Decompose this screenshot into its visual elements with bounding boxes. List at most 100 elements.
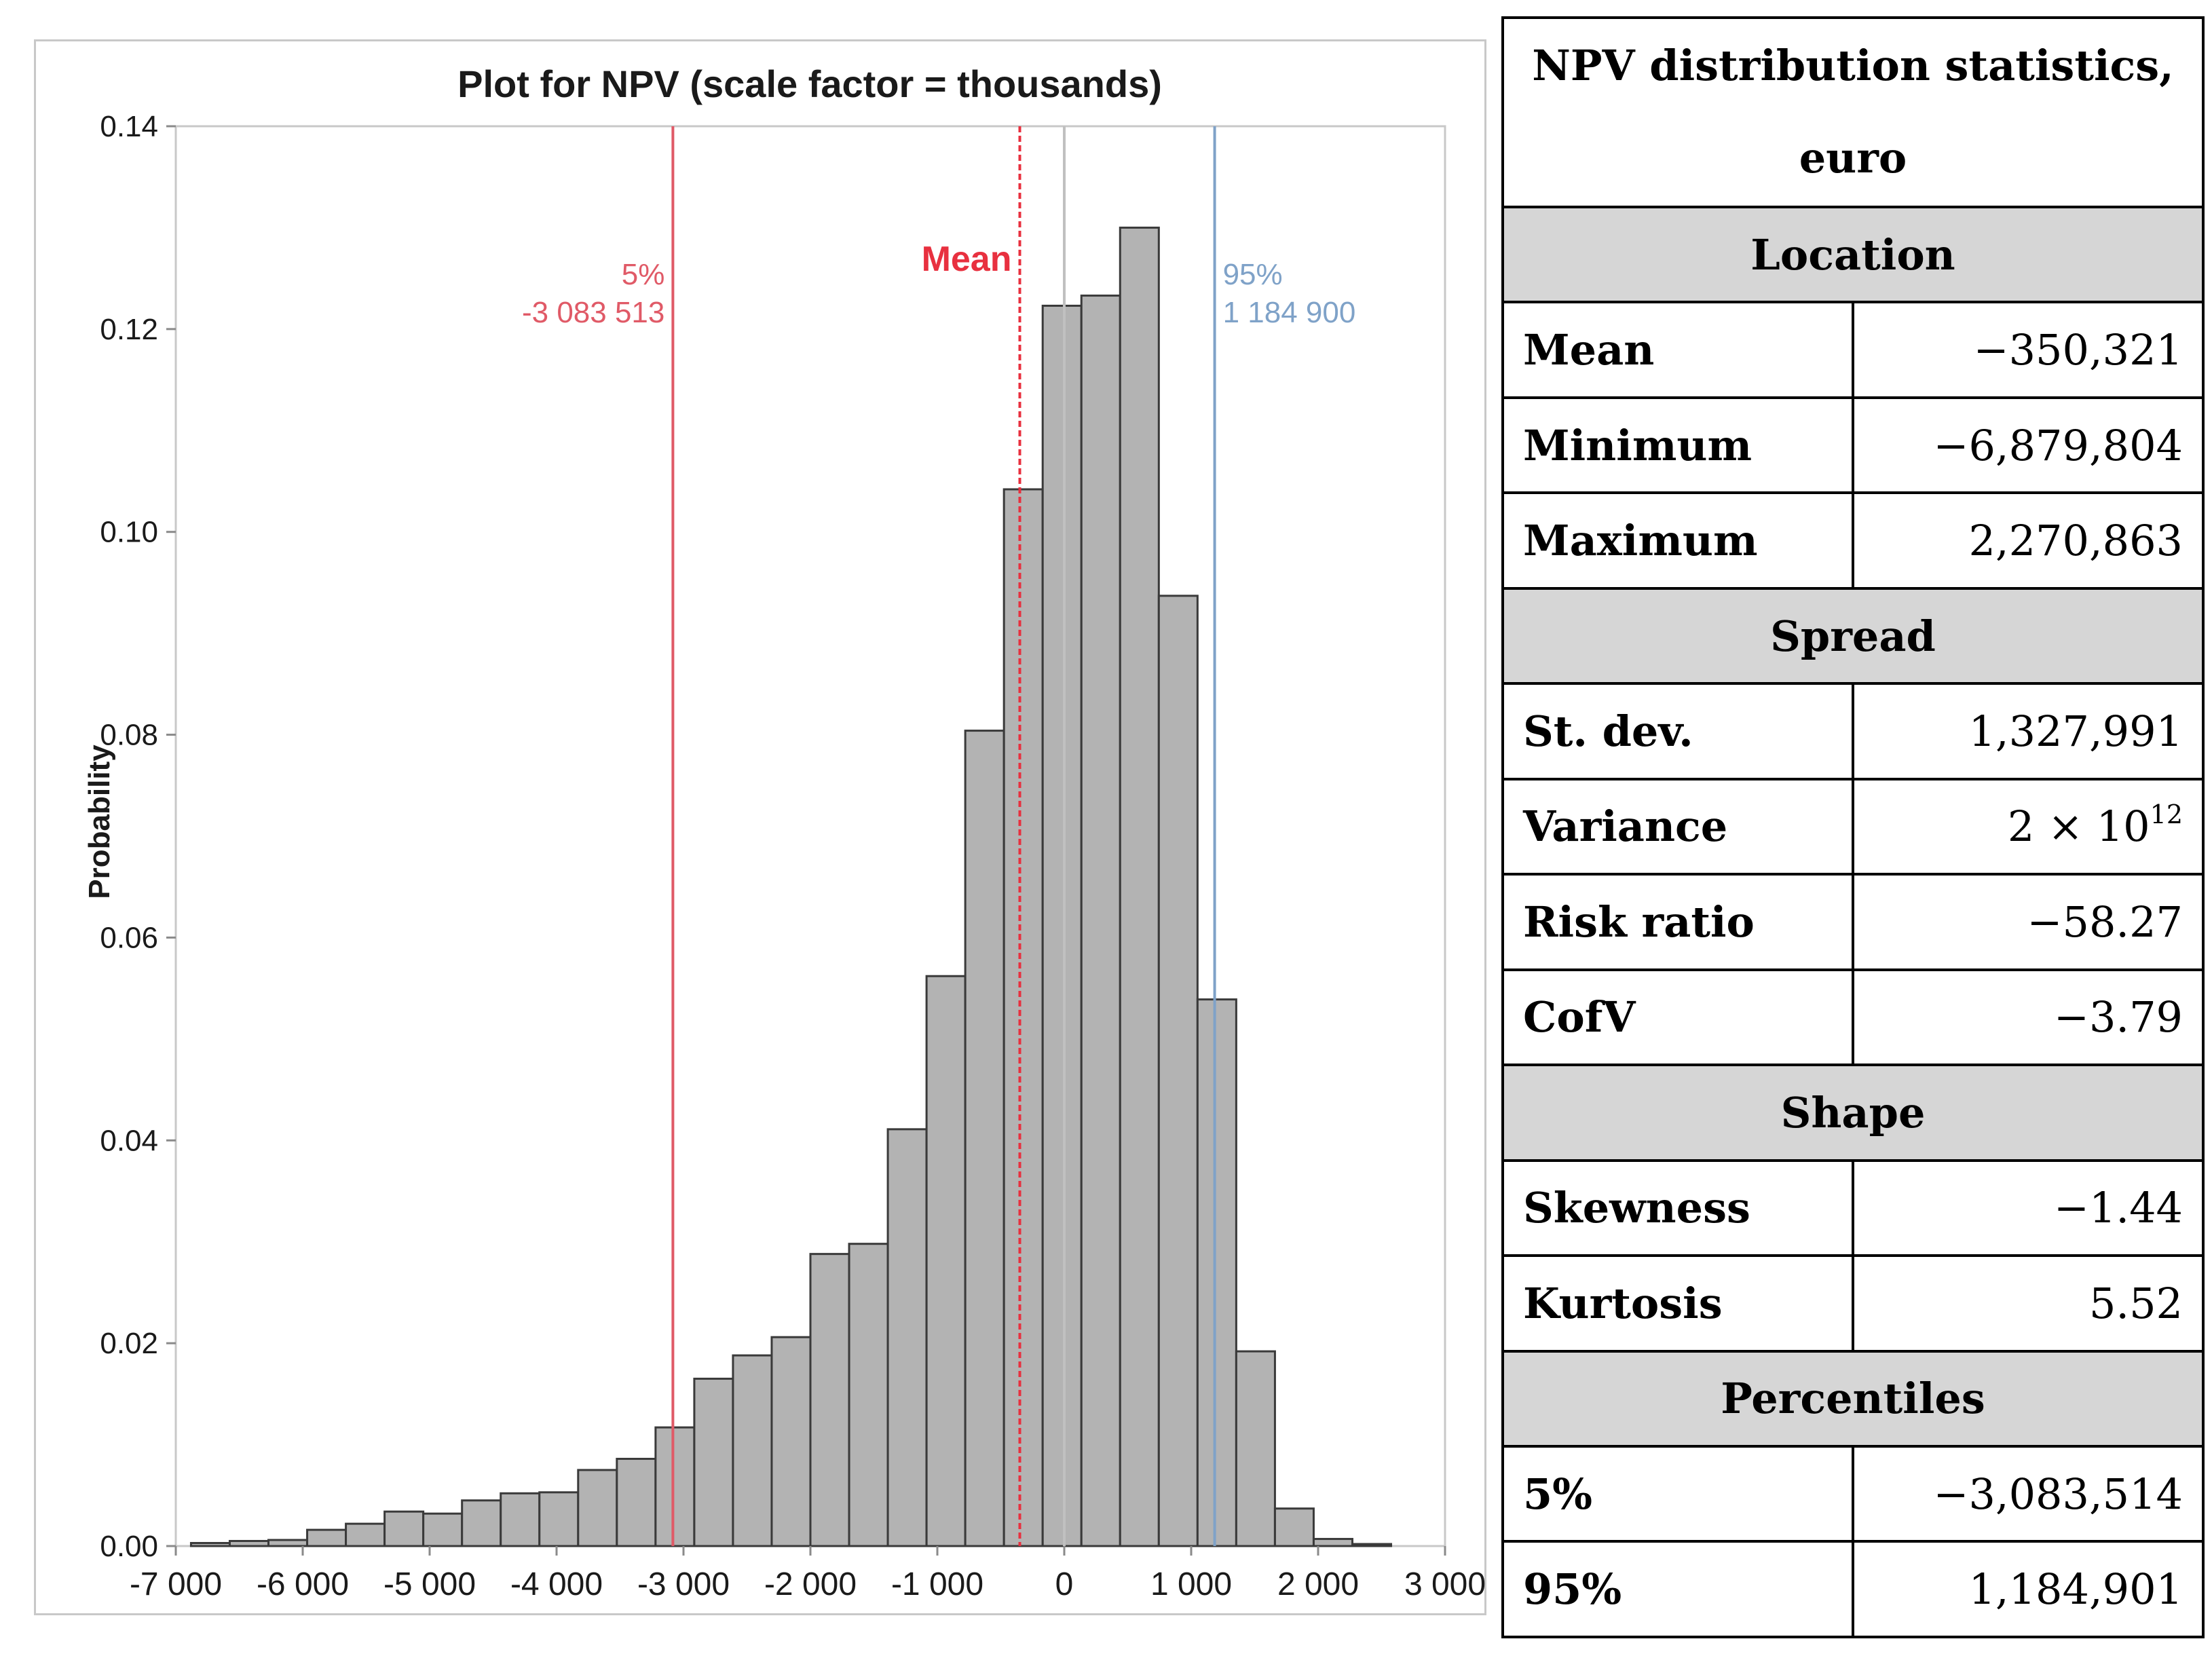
histogram-bar xyxy=(267,1539,309,1547)
marker-value-p95: 1 184 900 xyxy=(1223,296,1356,329)
histogram-bar xyxy=(616,1457,657,1547)
histogram-bar xyxy=(925,975,967,1547)
variance-base: 2 × 10 xyxy=(2007,802,2150,852)
table-title-line-2: euro xyxy=(1799,133,1907,183)
histogram-svg: Plot for NPV (scale factor = thousands) … xyxy=(83,62,1486,1602)
marker-value-p5: -3 083 513 xyxy=(522,296,664,329)
row-value-skewness: −1.44 xyxy=(1852,1159,2205,1258)
histogram-bar xyxy=(461,1499,502,1547)
histogram-bar xyxy=(306,1528,348,1547)
x-tick-label: -5 000 xyxy=(383,1566,476,1602)
x-tick-label: -4 000 xyxy=(510,1566,603,1602)
markers-group: 5% -3 083 513 Mean 95% 1 184 900 xyxy=(522,126,1355,1546)
x-tick-label: -6 000 xyxy=(257,1566,349,1602)
histogram-bar xyxy=(1119,226,1160,1547)
table-row: Skewness −1.44 xyxy=(1501,1159,2205,1258)
y-tick-label: 0.12 xyxy=(100,313,158,346)
section-percentiles: Percentiles xyxy=(1501,1349,2205,1448)
histogram-bar xyxy=(189,1542,231,1547)
histogram-bar xyxy=(732,1354,773,1547)
row-label-cofv: CofV xyxy=(1501,968,1854,1067)
histogram-bar xyxy=(1235,1350,1276,1547)
chart-title: Plot for NPV (scale factor = thousands) xyxy=(457,62,1162,105)
row-value-risk-ratio: −58.27 xyxy=(1852,873,2205,971)
section-shape: Shape xyxy=(1501,1064,2205,1162)
row-label-p95: 95% xyxy=(1501,1540,1854,1638)
row-value-maximum: 2,270,863 xyxy=(1852,491,2205,590)
table-row: St. dev. 1,327,991 xyxy=(1501,682,2205,780)
histogram-bar xyxy=(1312,1538,1353,1547)
y-tick-label: 0.10 xyxy=(100,516,158,549)
histogram-bar xyxy=(500,1492,541,1547)
row-label-mean: Mean xyxy=(1501,301,1854,399)
row-value-p95: 1,184,901 xyxy=(1852,1540,2205,1638)
table-row: 95% 1,184,901 xyxy=(1501,1540,2205,1638)
row-value-stdev: 1,327,991 xyxy=(1852,682,2205,780)
y-axis-label: Probability xyxy=(83,745,116,899)
histogram-bar xyxy=(1002,488,1044,1547)
x-tick-label: -1 000 xyxy=(891,1566,983,1602)
table-row: CofV −3.79 xyxy=(1501,968,2205,1067)
table-title-line-1: NPV distribution statistics, xyxy=(1532,41,2174,91)
marker-label-p95: 95% xyxy=(1223,258,1283,291)
histogram-bar xyxy=(1157,595,1199,1547)
row-label-maximum: Maximum xyxy=(1501,491,1854,590)
histogram-bar xyxy=(1041,304,1083,1547)
section-location: Location xyxy=(1501,205,2205,304)
histogram-chart: Plot for NPV (scale factor = thousands) … xyxy=(34,39,1486,1615)
row-value-mean: −350,321 xyxy=(1852,301,2205,399)
bars-group xyxy=(189,226,1393,1547)
histogram-bar xyxy=(848,1243,889,1547)
histogram-bar xyxy=(1351,1543,1393,1547)
histogram-bar xyxy=(693,1377,734,1547)
row-value-p5: −3,083,514 xyxy=(1852,1445,2205,1543)
y-axis-ticks: 0.00 0.02 0.04 0.06 0.08 0.10 0.12 0.14 xyxy=(100,110,176,1563)
histogram-bar xyxy=(577,1469,618,1547)
row-value-minimum: −6,879,804 xyxy=(1852,396,2205,495)
histogram-bar xyxy=(383,1510,425,1547)
table-row: Variance 2 × 1012 xyxy=(1501,777,2205,876)
histogram-bar xyxy=(770,1336,812,1547)
row-label-minimum: Minimum xyxy=(1501,396,1854,495)
x-tick-label: 1 000 xyxy=(1150,1566,1232,1602)
histogram-bar xyxy=(345,1522,386,1547)
histogram-bar xyxy=(886,1128,928,1547)
table-row: Kurtosis 5.52 xyxy=(1501,1254,2205,1353)
x-tick-label: 0 xyxy=(1055,1566,1074,1602)
y-tick-label: 0.02 xyxy=(100,1327,158,1360)
x-tick-label: 3 000 xyxy=(1404,1566,1486,1602)
x-tick-label: 2 000 xyxy=(1277,1566,1359,1602)
x-tick-label: -2 000 xyxy=(764,1566,857,1602)
y-tick-label: 0.04 xyxy=(100,1124,158,1157)
histogram-bar xyxy=(422,1512,464,1547)
table-row: Maximum 2,270,863 xyxy=(1501,491,2205,590)
x-axis-ticks: -7 000 -6 000 -5 000 -4 000 -3 000 -2 000 -1 0… xyxy=(130,1546,1486,1602)
histogram-bar xyxy=(654,1426,696,1547)
y-tick-label: 0.14 xyxy=(100,110,158,143)
histogram-bar xyxy=(538,1491,580,1547)
histogram-bar xyxy=(1273,1507,1315,1547)
table-row: Mean −350,321 xyxy=(1501,301,2205,399)
histogram-bar xyxy=(228,1540,270,1547)
row-value-cofv: −3.79 xyxy=(1852,968,2205,1067)
table-title: NPV distribution statistics, euro xyxy=(1501,16,2205,208)
x-tick-label: -3 000 xyxy=(637,1566,730,1602)
section-spread: Spread xyxy=(1501,586,2205,685)
histogram-bar xyxy=(809,1253,850,1547)
marker-label-p5: 5% xyxy=(622,258,665,291)
histogram-bar xyxy=(1080,295,1121,1547)
row-label-p5: 5% xyxy=(1501,1445,1854,1543)
histogram-bar xyxy=(964,730,1005,1547)
row-label-variance: Variance xyxy=(1501,777,1854,876)
table-row: Minimum −6,879,804 xyxy=(1501,396,2205,495)
statistics-table: NPV distribution statistics, euro Locati… xyxy=(1501,16,2205,1638)
row-label-stdev: St. dev. xyxy=(1501,682,1854,780)
y-tick-label: 0.00 xyxy=(100,1530,158,1563)
x-tick-label: -7 000 xyxy=(130,1566,222,1602)
row-value-variance: 2 × 1012 xyxy=(1852,777,2205,876)
marker-label-mean: Mean xyxy=(922,240,1012,279)
table-row: 5% −3,083,514 xyxy=(1501,1445,2205,1543)
row-label-skewness: Skewness xyxy=(1501,1159,1854,1258)
histogram-bar xyxy=(1196,998,1237,1547)
row-label-risk-ratio: Risk ratio xyxy=(1501,873,1854,971)
